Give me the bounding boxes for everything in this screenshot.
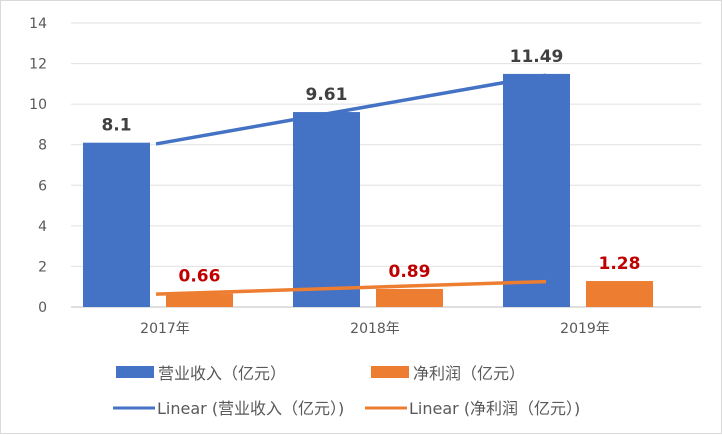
legend-label: Linear (营业收入（亿元）) (157, 399, 344, 418)
data-label: 0.89 (389, 262, 431, 282)
legend-label: Linear (净利润（亿元）) (409, 399, 580, 418)
data-label: 8.1 (101, 116, 131, 136)
data-label: 9.61 (306, 85, 348, 105)
legend-swatch (371, 366, 409, 378)
x-tick-label: 2018年 (350, 321, 400, 337)
y-tick-label: 2 (38, 259, 47, 275)
x-tick-label: 2017年 (140, 321, 190, 337)
legend-label: 营业收入（亿元） (158, 364, 286, 383)
data-label: 1.28 (599, 254, 641, 274)
legend-swatch (116, 366, 154, 378)
data-label: 0.66 (179, 267, 221, 287)
y-tick-label: 12 (29, 57, 47, 73)
trendline (155, 279, 547, 296)
y-tick-label: 6 (38, 178, 47, 194)
bar-revenue (503, 73, 570, 307)
y-tick-label: 8 (38, 138, 47, 154)
y-tick-label: 4 (38, 219, 47, 235)
bar-revenue (83, 142, 150, 307)
legend-label: 净利润（亿元） (413, 364, 525, 383)
bar-profit (586, 281, 653, 307)
data-label: 11.49 (510, 47, 564, 67)
bar-profit (376, 288, 443, 307)
x-tick-label: 2019年 (560, 321, 610, 337)
bar-profit (166, 293, 233, 307)
y-tick-label: 10 (29, 97, 47, 113)
bar-revenue (293, 112, 360, 307)
y-tick-label: 0 (38, 300, 47, 316)
trendline (155, 73, 547, 146)
y-tick-label: 14 (29, 16, 47, 32)
